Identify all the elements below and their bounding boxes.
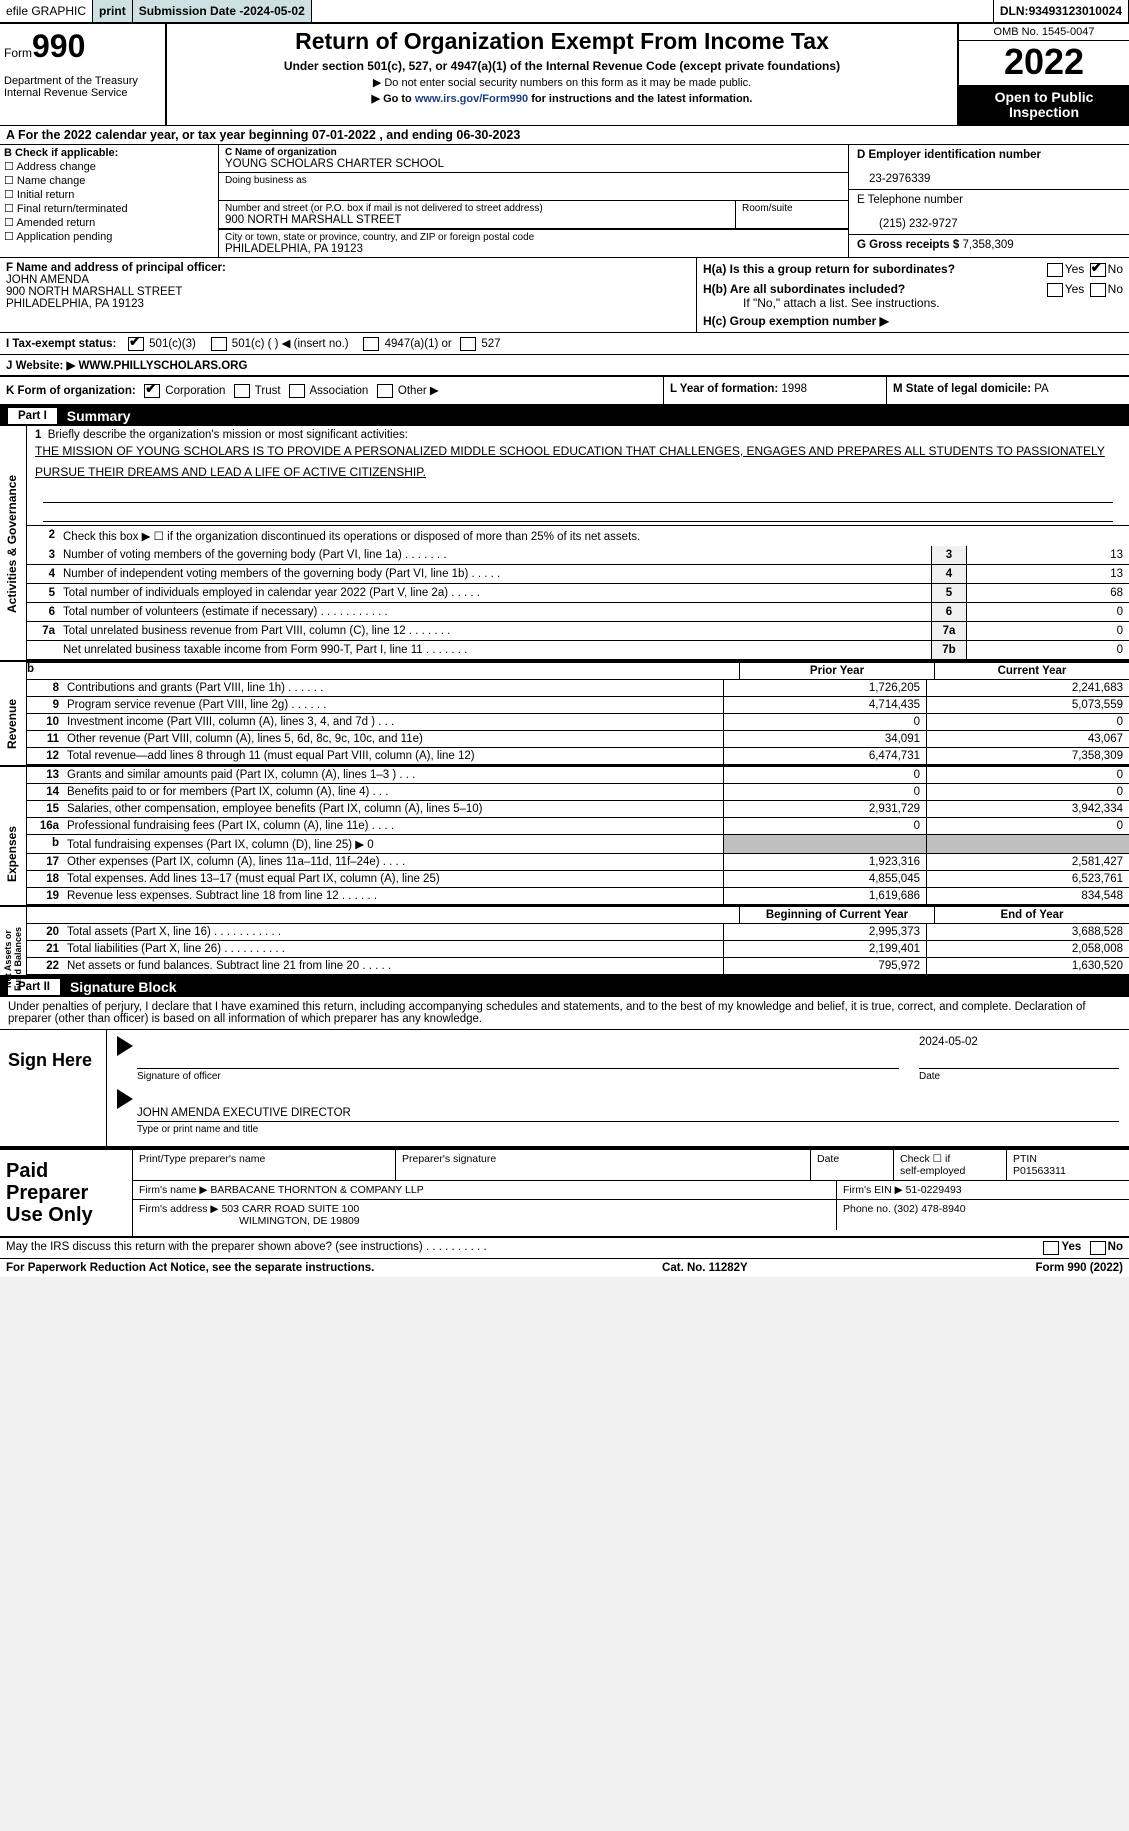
officer-signature-line[interactable]: Signature of officer	[137, 1036, 899, 1069]
gov-line: 5Total number of individuals employed in…	[27, 584, 1129, 603]
submission-date: Submission Date - 2024-05-02	[133, 0, 312, 22]
department: Department of the Treasury Internal Reve…	[4, 75, 159, 99]
org-name: YOUNG SCHOLARS CHARTER SCHOOL	[225, 158, 842, 170]
room-suite: Room/suite	[736, 201, 848, 228]
fin-line: 10Investment income (Part VIII, column (…	[27, 714, 1129, 731]
form-note-link: ▶ Go to www.irs.gov/Form990 for instruct…	[173, 92, 951, 105]
mission-box: 1 Briefly describe the organization's mi…	[27, 426, 1129, 526]
fin-line: 22Net assets or fund balances. Subtract …	[27, 958, 1129, 975]
fin-line: 9Program service revenue (Part VIII, lin…	[27, 697, 1129, 714]
fin-header-netassets: Beginning of Current YearEnd of Year	[27, 907, 1129, 924]
dln: DLN: 93493123010024	[993, 0, 1129, 22]
firm-address: Firm's address ▶ 503 CARR ROAD SUITE 100…	[133, 1200, 837, 1230]
chk-application-pending[interactable]: ☐ Application pending	[4, 230, 214, 243]
fin-line: bTotal fundraising expenses (Part IX, co…	[27, 835, 1129, 854]
website-row: J Website: ▶ WWW.PHILLYSCHOLARS.ORG	[0, 355, 1129, 377]
section-b: B Check if applicable: ☐ Address change …	[0, 145, 219, 257]
preparer-name-hdr: Print/Type preparer's name	[133, 1150, 396, 1180]
fin-line: 8Contributions and grants (Part VIII, li…	[27, 680, 1129, 697]
fin-line: 14Benefits paid to or for members (Part …	[27, 784, 1129, 801]
sign-here-label: Sign Here	[0, 1030, 107, 1146]
firm-name: Firm's name ▶ BARBACANE THORNTON & COMPA…	[133, 1181, 837, 1199]
fin-line: 21Total liabilities (Part X, line 26) . …	[27, 941, 1129, 958]
irs-link[interactable]: www.irs.gov/Form990	[415, 93, 528, 105]
gov-line: 4Number of independent voting members of…	[27, 565, 1129, 584]
form-number: Form990	[4, 28, 159, 65]
row-a-taxyear: A For the 2022 calendar year, or tax yea…	[0, 126, 1129, 145]
form-subtitle: Under section 501(c), 527, or 4947(a)(1)…	[173, 59, 951, 73]
chk-amended[interactable]: ☐ Amended return	[4, 216, 214, 229]
fin-line: 12Total revenue—add lines 8 through 11 (…	[27, 748, 1129, 765]
form-footer: Form 990 (2022)	[1035, 1262, 1123, 1274]
officer-name-line: JOHN AMENDA EXECUTIVE DIRECTORType or pr…	[137, 1089, 1119, 1122]
discuss-with-preparer: May the IRS discuss this return with the…	[0, 1238, 1129, 1259]
org-name-box: C Name of organization YOUNG SCHOLARS CH…	[219, 145, 848, 173]
fin-line: 20Total assets (Part X, line 16) . . . .…	[27, 924, 1129, 941]
sign-arrow-icon-2	[117, 1089, 133, 1109]
part-2-header: Part IISignature Block	[0, 977, 1129, 997]
gov-line: 7aTotal unrelated business revenue from …	[27, 622, 1129, 641]
fin-line: 16aProfessional fundraising fees (Part I…	[27, 818, 1129, 835]
city-box: City or town, state or province, country…	[219, 229, 848, 257]
fin-line: 15Salaries, other compensation, employee…	[27, 801, 1129, 818]
sign-arrow-icon	[117, 1036, 133, 1056]
self-employed-chk[interactable]: Check ☐ ifself-employed	[894, 1150, 1007, 1180]
chk-initial-return[interactable]: ☐ Initial return	[4, 188, 214, 201]
fin-header-revenue: b Prior YearCurrent Year	[27, 662, 1129, 680]
preparer-date-hdr: Date	[811, 1150, 894, 1180]
chk-name-change[interactable]: ☐ Name change	[4, 174, 214, 187]
fin-line: 19Revenue less expenses. Subtract line 1…	[27, 888, 1129, 905]
open-to-public: Open to Public Inspection	[959, 86, 1129, 125]
topbar: efile GRAPHIC print Submission Date - 20…	[0, 0, 1129, 24]
form-of-org: K Form of organization: Corporation Trus…	[0, 377, 663, 404]
sidetab-expenses: Expenses	[0, 767, 27, 905]
efile-label: efile GRAPHIC	[0, 0, 93, 22]
ptin: PTINP01563311	[1007, 1150, 1129, 1180]
year-formation: L Year of formation: 1998	[663, 377, 887, 404]
signature-declaration: Under penalties of perjury, I declare th…	[0, 997, 1129, 1030]
principal-officer: F Name and address of principal officer:…	[0, 258, 697, 332]
form-header: Form990 Department of the Treasury Inter…	[0, 24, 1129, 126]
gov-line: 3Number of voting members of the governi…	[27, 546, 1129, 565]
sidetab-netassets: Net Assets or Fund Balances	[0, 907, 27, 975]
tax-year: 2022	[959, 41, 1129, 86]
fin-line: 17Other expenses (Part IX, column (A), l…	[27, 854, 1129, 871]
catalog-number: Cat. No. 11282Y	[662, 1262, 748, 1274]
ein-box: D Employer identification number 23-2976…	[849, 145, 1129, 190]
chk-final-return[interactable]: ☐ Final return/terminated	[4, 202, 214, 215]
fin-line: 18Total expenses. Add lines 13–17 (must …	[27, 871, 1129, 888]
paid-preparer-label: Paid Preparer Use Only	[0, 1150, 133, 1236]
chk-address-change[interactable]: ☐ Address change	[4, 160, 214, 173]
gross-receipts: G Gross receipts $ 7,358,309	[849, 235, 1129, 255]
part-1-header: Part ISummary	[0, 406, 1129, 426]
firm-ein: Firm's EIN ▶ 51-0229493	[837, 1181, 1129, 1199]
omb-number: OMB No. 1545-0047	[959, 24, 1129, 41]
sign-date: 2024-05-02Date	[919, 1036, 1119, 1069]
sidetab-revenue: Revenue	[0, 662, 27, 765]
tax-exempt-status: I Tax-exempt status: 501(c)(3) 501(c) ( …	[0, 333, 1129, 355]
state-domicile: M State of legal domicile: PA	[887, 377, 1129, 404]
gov-line: 6Total number of volunteers (estimate if…	[27, 603, 1129, 622]
print-button[interactable]: print	[93, 0, 133, 22]
gov-line: Net unrelated business taxable income fr…	[27, 641, 1129, 660]
firm-phone: Phone no. (302) 478-8940	[837, 1200, 1129, 1230]
section-h: H(a) Is this a group return for subordin…	[697, 258, 1129, 332]
fin-line: 11Other revenue (Part VIII, column (A), …	[27, 731, 1129, 748]
preparer-sig-hdr: Preparer's signature	[396, 1150, 811, 1180]
paperwork-notice: For Paperwork Reduction Act Notice, see …	[6, 1262, 374, 1274]
form-title: Return of Organization Exempt From Incom…	[173, 28, 951, 55]
sidetab-activities-governance: Activities & Governance	[0, 426, 27, 660]
dba-box: Doing business as	[219, 173, 848, 201]
website-link[interactable]: WWW.PHILLYSCHOLARS.ORG	[79, 360, 248, 372]
street-box: Number and street (or P.O. box if mail i…	[219, 201, 736, 228]
line-2: Check this box ▶ ☐ if the organization d…	[59, 526, 1129, 546]
form-note-ssn: ▶ Do not enter social security numbers o…	[173, 76, 951, 89]
phone-box: E Telephone number (215) 232-9727	[849, 190, 1129, 235]
fin-line: 13Grants and similar amounts paid (Part …	[27, 767, 1129, 784]
